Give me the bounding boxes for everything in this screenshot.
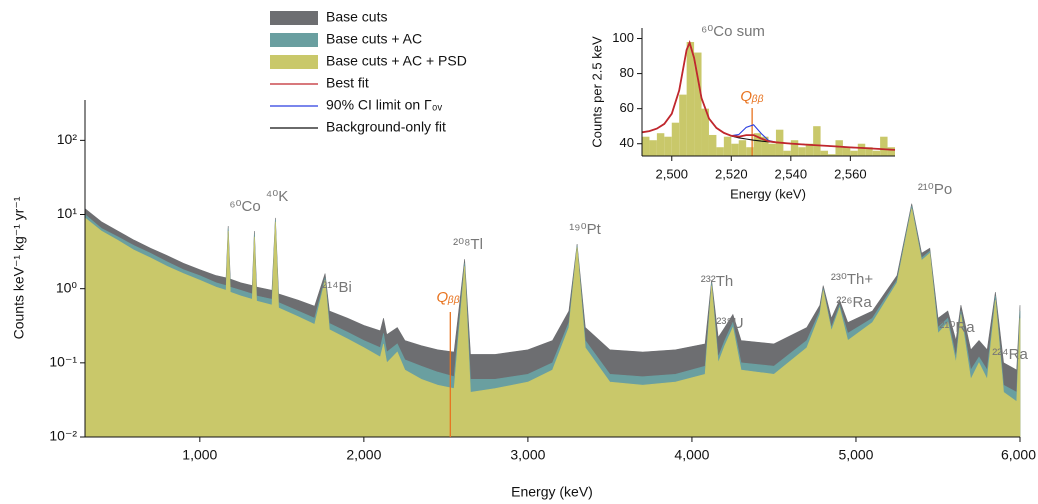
x-axis-label: Energy (keV) (511, 484, 593, 500)
x-tick-label: 2,000 (346, 447, 381, 463)
y-tick-label: 10¹ (57, 205, 78, 221)
x-tick-label: 2,560 (834, 166, 867, 181)
histogram-bar (805, 143, 814, 156)
legend-label: Background-only fit (326, 119, 446, 135)
histogram-bar (723, 136, 732, 156)
histogram-bar (790, 140, 799, 156)
peak-label: ²³²Th (701, 273, 734, 290)
legend-label: Base cuts + AC + PSD (326, 53, 467, 69)
peak-label: ¹⁹⁰Pt (569, 221, 601, 238)
y-axis-label: Counts keV⁻¹ kg⁻¹ yr⁻¹ (11, 196, 27, 339)
histogram-bar (656, 133, 665, 156)
histogram-bar (813, 126, 821, 156)
histogram-bar (686, 42, 695, 156)
peak-label: ²²⁶Ra (836, 294, 872, 311)
histogram-bar (738, 140, 747, 156)
histogram-bar (746, 147, 754, 156)
x-tick-label: 2,500 (655, 166, 688, 181)
peak-label: ²⁰⁸Tl (453, 236, 483, 253)
peak-label: ⁶⁰Co sum (701, 23, 765, 40)
y-tick-label: 100 (612, 30, 634, 45)
y-tick-label: 10⁻¹ (49, 354, 77, 370)
histogram-bar (731, 143, 739, 156)
histogram-bar (708, 134, 717, 156)
histogram-bar (642, 136, 650, 156)
peak-label: ⁴⁰K (266, 188, 288, 205)
x-tick-label: 2,540 (775, 166, 808, 181)
peak-label: ²³⁸U (716, 315, 743, 332)
histogram-bar (649, 140, 657, 156)
histogram-bar (783, 150, 791, 156)
q-value-label: Qᵦᵦ (436, 289, 460, 306)
histogram-bar (768, 143, 776, 156)
histogram-bar (664, 136, 672, 156)
peak-label: ²²⁴Ra (992, 346, 1028, 363)
x-tick-label: 3,000 (510, 447, 545, 463)
histogram-bar (701, 108, 709, 156)
x-tick-label: 2,520 (715, 166, 748, 181)
y-tick-label: 60 (620, 100, 634, 115)
y-tick-label: 80 (620, 65, 634, 80)
legend-swatch (270, 55, 318, 69)
x-tick-label: 4,000 (674, 447, 709, 463)
legend-label: Best fit (326, 75, 369, 91)
histogram-bar (753, 133, 762, 156)
y-tick-label: 10⁰ (56, 279, 78, 295)
histogram-bar (828, 154, 836, 156)
histogram-bar (880, 136, 888, 156)
legend-label: Base cuts + AC (326, 31, 422, 47)
y-tick-label: 10⁻² (49, 428, 77, 444)
peak-label: ²¹⁴Bi (322, 279, 352, 296)
fit-line (641, 40, 896, 151)
histogram-bar (872, 150, 881, 156)
histogram-bar (694, 52, 702, 157)
histogram-bar (716, 147, 724, 156)
inset-x-axis-label: Energy (keV) (730, 186, 806, 201)
histogram-bar (842, 147, 851, 156)
peak-label: ²³⁰Th+ (831, 271, 874, 288)
histogram-bar (761, 136, 769, 156)
y-tick-label: 40 (620, 135, 634, 150)
spectrum-area (84, 208, 1021, 438)
peak-label: ²¹⁰Ra (939, 319, 975, 336)
legend-label: Base cuts (326, 9, 387, 25)
peak-label: ²¹⁰Po (918, 181, 952, 198)
inset-y-axis-label: Counts per 2.5 keV (589, 36, 604, 148)
legend-swatch (270, 11, 318, 25)
x-tick-label: 5,000 (838, 447, 873, 463)
histogram-bar (835, 140, 843, 156)
histogram-bar (798, 147, 806, 156)
legend-label: 90% CI limit on Γ₀ᵥ (326, 97, 443, 113)
peak-label: ⁶⁰Co (229, 198, 260, 215)
q-value-label: Qᵦᵦ (740, 88, 764, 105)
histogram-bar (679, 94, 687, 156)
x-tick-label: 1,000 (182, 447, 217, 463)
legend-swatch (270, 33, 318, 47)
histogram-bar (865, 147, 873, 156)
histogram-bar (820, 150, 829, 156)
histogram-bar (887, 147, 895, 156)
histogram-bar (850, 150, 858, 156)
y-tick-label: 10² (57, 131, 78, 147)
histogram-bar (671, 122, 680, 156)
x-tick-label: 6,000 (1001, 447, 1036, 463)
histogram-bar (857, 143, 866, 156)
